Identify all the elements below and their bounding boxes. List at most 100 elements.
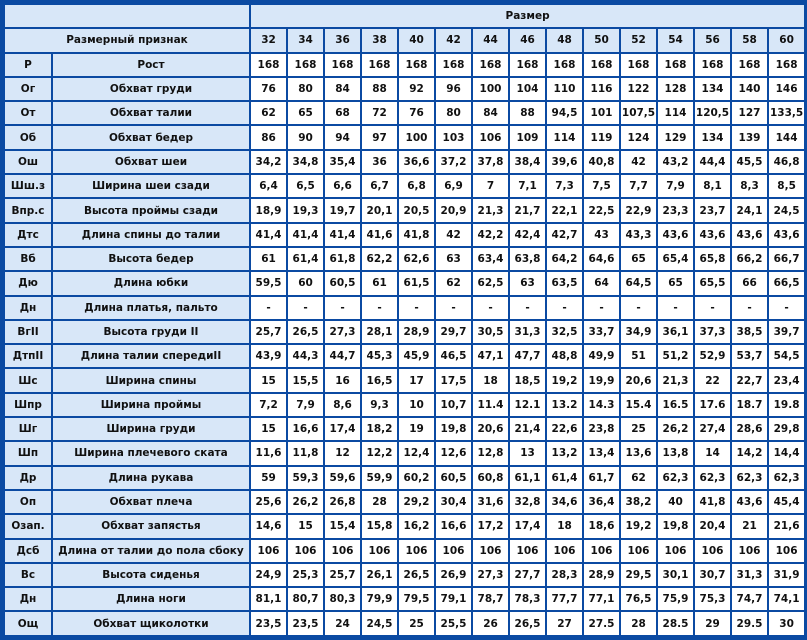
measure-value: 15,4 [325,515,360,538]
measure-value: 65 [658,272,693,295]
measure-value: 36 [362,150,397,174]
measure-value: 106 [399,539,434,562]
measure-value: 60,8 [473,466,508,489]
measure-value: - [658,296,693,319]
measure-value: 43,6 [695,223,730,246]
size-header: 50 [584,29,619,52]
measure-value: 92 [399,77,434,101]
measure-value: 16,5 [362,369,397,392]
measure-value: 28 [621,612,656,635]
measure-value: 45,3 [362,345,397,368]
measure-value: 8,6 [325,393,360,417]
measure-value: 43,9 [251,345,286,368]
measure-value: 63,5 [547,272,582,295]
measure-code: Р [5,53,51,76]
measure-value: 46,5 [436,345,471,368]
measure-value: 27.5 [584,612,619,635]
measure-value: 30,7 [695,563,730,587]
measure-value: 62,5 [473,272,508,295]
measure-value: 28,9 [399,320,434,344]
measure-name: Ширина проймы [53,393,249,417]
measure-value: 62,6 [399,247,434,271]
measure-row: Ощ Обхват щиколотки 23,5 23,5 24 24,5 25 25,5 26… [5,612,805,635]
measure-value: 15,8 [362,515,397,538]
measure-value: 75,3 [695,588,730,611]
measure-value: 134 [695,77,730,101]
measure-value: 17,4 [510,515,545,538]
measure-value: 63 [510,272,545,295]
measure-value: 139 [732,126,767,149]
measure-code: Дю [5,272,51,295]
size-header: 48 [547,29,582,52]
measure-value: 61,4 [547,466,582,489]
measure-value: 6,9 [436,175,471,198]
measure-value: 21,7 [510,199,545,222]
measure-value: 133,5 [769,102,805,125]
measure-value: 19 [399,418,434,441]
measure-value: 12 [325,442,360,465]
measure-value: 80 [436,102,471,125]
measure-value: 45,5 [732,150,767,174]
measure-code: Ош [5,150,51,174]
measure-value: 97 [362,126,397,149]
measure-value: 66,5 [769,272,805,295]
measure-value: 18.7 [732,393,767,417]
measure-value: 20,6 [473,418,508,441]
measure-value: 64,6 [584,247,619,271]
measure-value: 6,7 [362,175,397,198]
size-header: 38 [362,29,397,52]
measure-row: Дн Длина ноги 81,1 80,7 80,3 79,9 79,5 79,1 78,7… [5,588,805,611]
measure-value: 54,5 [769,345,805,368]
measure-value: 94 [325,126,360,149]
measure-value: 41,4 [251,223,286,246]
measure-name: Ширина груди [53,418,249,441]
measure-value: 25,7 [325,563,360,587]
measure-code: Др [5,466,51,489]
measure-value: 7,2 [251,393,286,417]
measure-value: 29,5 [621,563,656,587]
measure-value: 42 [436,223,471,246]
measure-code: Шс [5,369,51,392]
measure-value: 11,6 [251,442,286,465]
measure-value: 109 [510,126,545,149]
measure-value: 39,6 [547,150,582,174]
measure-value: 75,9 [658,588,693,611]
measure-value: 16,6 [288,418,323,441]
page: Размер Размерный признак 32 34 36 38 40 42 44 46… [3,3,807,637]
measure-value: 62 [621,466,656,489]
measure-value: 49,9 [584,345,619,368]
measure-value: 22,9 [621,199,656,222]
size-header: 46 [510,29,545,52]
measure-value: 84 [473,102,508,125]
size-header: 58 [732,29,767,52]
measure-value: 66,7 [769,247,805,271]
measure-value: 43,2 [658,150,693,174]
measure-value: 25,6 [251,490,286,514]
measure-value: 59,3 [288,466,323,489]
measure-value: 13,8 [658,442,693,465]
measure-value: 66,2 [732,247,767,271]
measure-value: 106 [251,539,286,562]
measure-name: Ширина плечевого ската [53,442,249,465]
measure-value: 11,8 [288,442,323,465]
measure-value: 25 [399,612,434,635]
measure-value: 168 [436,53,471,76]
measure-value: 106 [288,539,323,562]
measure-value: 62 [436,272,471,295]
measure-value: 64 [584,272,619,295]
measure-value: 88 [362,77,397,101]
measure-value: 74,7 [732,588,767,611]
measure-value: 29,8 [769,418,805,441]
measure-value: 20,4 [695,515,730,538]
measure-value: 106 [473,126,508,149]
measure-value: 7,1 [510,175,545,198]
measure-value: - [510,296,545,319]
measure-value: 24,5 [769,199,805,222]
measure-row: Впр.с Высота проймы сзади 18,9 19,3 19,7 20,1… [5,199,805,222]
measure-value: 61,7 [584,466,619,489]
measure-value: 168 [288,53,323,76]
measure-value: 120,5 [695,102,730,125]
measure-value: 78,7 [473,588,508,611]
size-header: 56 [695,29,730,52]
measure-value: 106 [510,539,545,562]
